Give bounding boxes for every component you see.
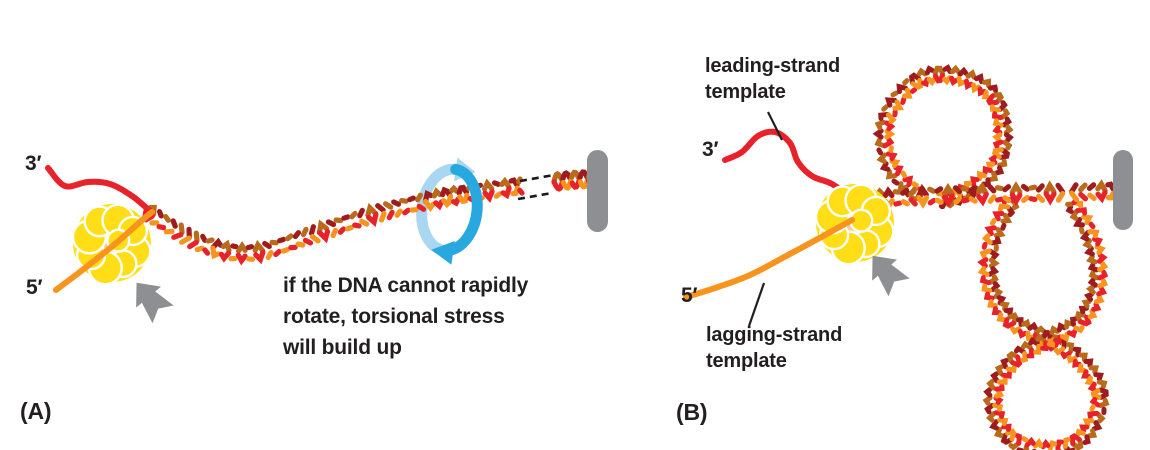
movement-arrow-b-icon xyxy=(872,255,910,297)
rotation-arrow-icon-front xyxy=(431,163,483,265)
dna-figure-eight-b xyxy=(977,196,1110,450)
panel-a-tag: (A) xyxy=(20,398,52,424)
movement-arrow-a-icon xyxy=(136,282,174,324)
anchor-rod-a xyxy=(587,150,608,232)
b-5prime-label: 5′ xyxy=(681,284,698,307)
dna-double-helix-a xyxy=(142,176,525,266)
leading-template-strand-b xyxy=(722,128,855,201)
a-caption: if the DNA cannot rapidly rotate, torsio… xyxy=(283,274,529,359)
lagging-template-strand-a xyxy=(53,209,155,293)
anchor-rod-b xyxy=(1113,150,1133,230)
dna-double-helix-b xyxy=(873,179,1116,211)
continuation-dashes xyxy=(517,173,555,201)
panel-b-tag: (B) xyxy=(676,399,708,425)
replisome-blob-b xyxy=(814,183,895,266)
lagging-strand-label: lagging-strand template xyxy=(706,324,843,372)
dna-double-helix-a-tail xyxy=(551,168,596,192)
lagging-template-strand-b xyxy=(683,217,855,300)
a-5prime-label: 5′ xyxy=(26,276,43,299)
a-3prime-label: 3′ xyxy=(25,152,42,175)
label-pointer-lines xyxy=(747,111,783,327)
leading-strand-label: leading-strand template xyxy=(705,55,840,103)
leading-template-strand-a xyxy=(45,165,153,214)
b-3prime-label: 3′ xyxy=(702,138,719,161)
